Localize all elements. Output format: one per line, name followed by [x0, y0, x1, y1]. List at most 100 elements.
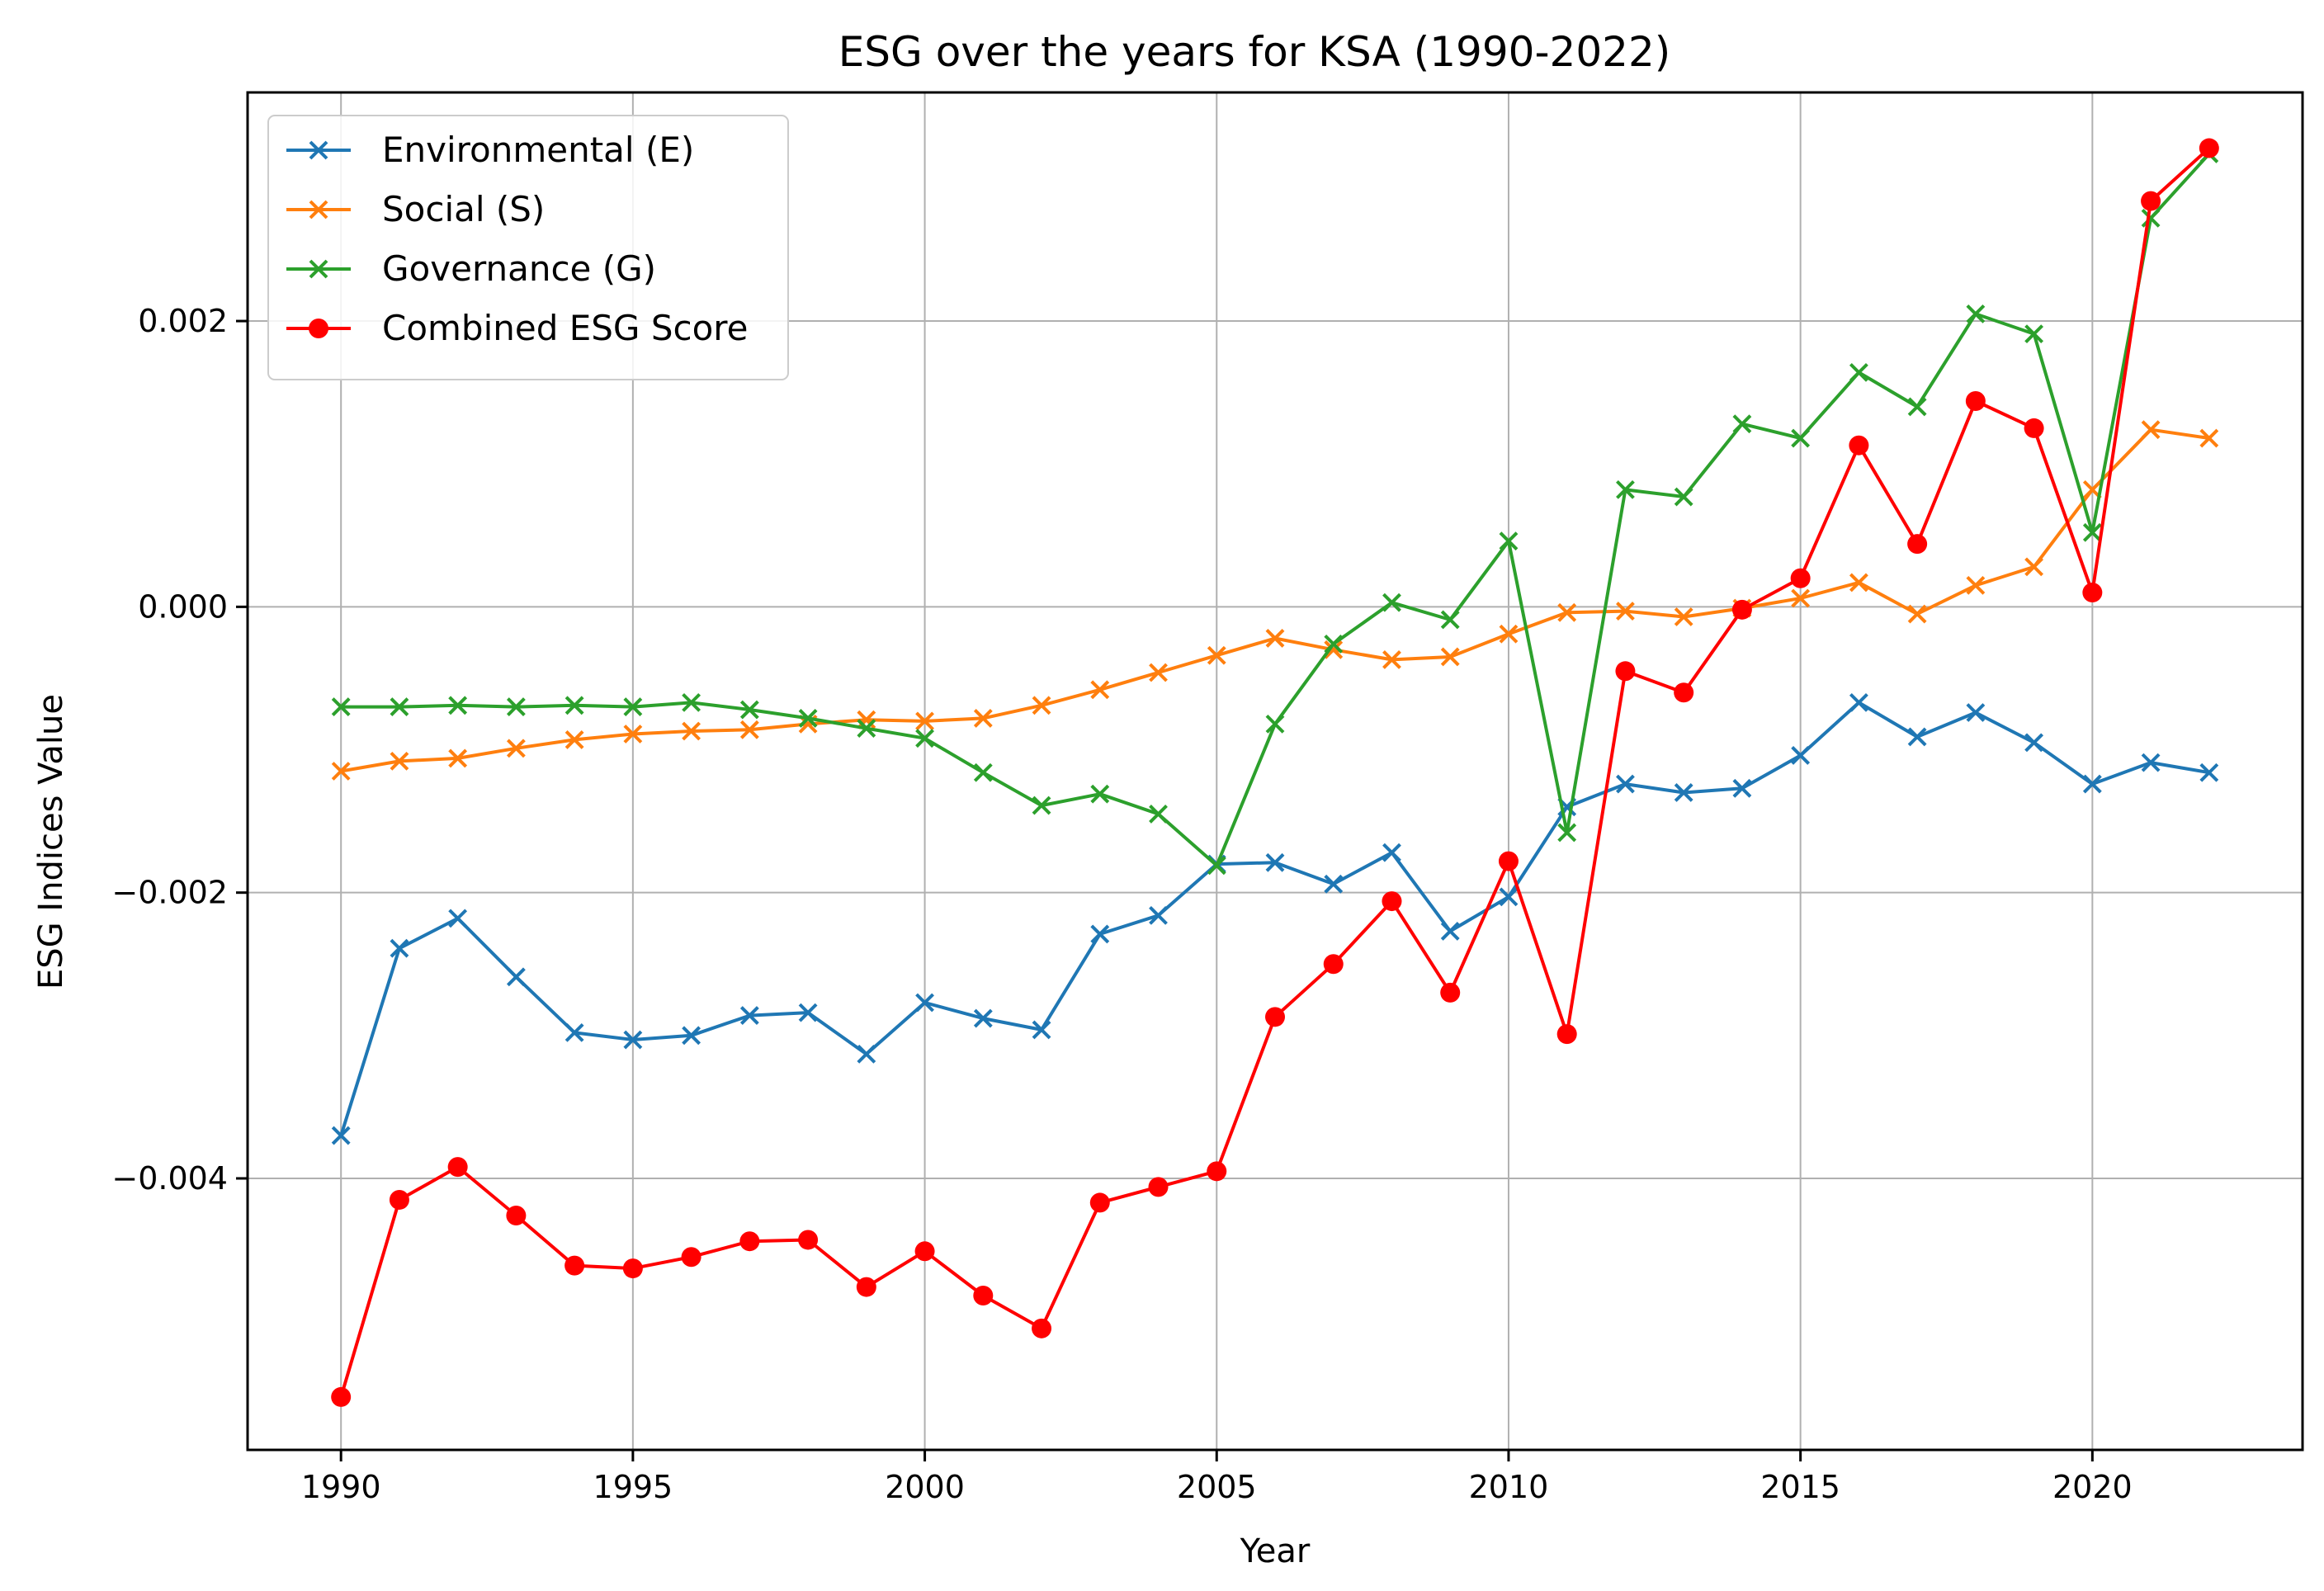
- y-tick-label: 0.000: [138, 588, 228, 625]
- data-point: [856, 1277, 876, 1297]
- y-tick-label: −0.004: [111, 1160, 228, 1197]
- x-tick-label: 2015: [1760, 1469, 1840, 1505]
- x-axis-label: Year: [1240, 1532, 1311, 1570]
- data-point: [1791, 428, 1811, 448]
- data-point: [1440, 610, 1460, 630]
- data-point: [1499, 624, 1519, 644]
- data-point: [2141, 420, 2161, 440]
- data-point: [1616, 479, 1635, 499]
- data-point: [739, 1231, 760, 1252]
- data-point: [1849, 573, 1868, 592]
- data-point: [331, 1126, 351, 1145]
- data-point: [1149, 663, 1168, 682]
- x-tick-label: 2020: [2052, 1469, 2133, 1505]
- series-layer: [331, 138, 2219, 1407]
- data-point: [622, 1258, 643, 1279]
- data-point: [973, 762, 993, 782]
- series-1: [331, 420, 2219, 781]
- data-point: [1032, 796, 1051, 815]
- legend-label: Social (S): [382, 189, 545, 229]
- data-point: [1849, 435, 1869, 456]
- data-point: [448, 748, 468, 768]
- data-point: [623, 1030, 643, 1050]
- legend-label: Governance (G): [382, 248, 656, 289]
- data-point: [1849, 692, 1868, 712]
- legend-entry: Governance (G): [286, 248, 656, 289]
- data-point: [2082, 774, 2102, 794]
- legend-entry: Environmental (E): [286, 130, 694, 170]
- data-point: [564, 696, 584, 715]
- data-point: [1791, 746, 1811, 765]
- data-point: [739, 1006, 759, 1026]
- legend-label: Combined ESG Score: [382, 308, 748, 348]
- x-tick-label: 2010: [1469, 1469, 1549, 1505]
- data-point: [1731, 599, 1752, 620]
- data-point: [1440, 647, 1460, 667]
- x-tick-label: 2000: [885, 1469, 965, 1505]
- data-point: [1440, 922, 1460, 941]
- data-point: [2024, 418, 2044, 438]
- data-point: [798, 1003, 818, 1022]
- data-point: [1089, 1192, 1110, 1213]
- data-point: [915, 993, 934, 1013]
- data-point: [1440, 982, 1461, 1003]
- legend-label: Environmental (E): [382, 130, 694, 170]
- data-point: [1966, 703, 1986, 722]
- data-point: [506, 967, 526, 987]
- data-point: [1265, 714, 1285, 734]
- data-point: [389, 1189, 409, 1210]
- data-point: [973, 1285, 994, 1305]
- data-point: [1907, 727, 1927, 747]
- plot-frame: [246, 91, 2304, 1452]
- legend-entry: Combined ESG Score: [286, 308, 748, 348]
- data-point: [1674, 607, 1693, 626]
- data-point: [1382, 592, 1401, 612]
- data-point: [1324, 640, 1344, 659]
- data-point: [390, 938, 409, 958]
- data-point: [1149, 905, 1168, 925]
- data-point: [331, 1386, 352, 1407]
- data-point: [739, 720, 759, 739]
- legend-marker: [309, 200, 328, 220]
- legend-entry: Social (S): [286, 189, 545, 229]
- data-point: [1907, 604, 1927, 624]
- data-point: [857, 710, 876, 729]
- data-point: [506, 1206, 527, 1226]
- data-point: [1790, 568, 1811, 588]
- data-point: [1557, 823, 1577, 843]
- data-point: [1732, 414, 1752, 434]
- legend-marker: [309, 259, 328, 279]
- data-point: [1324, 634, 1344, 654]
- data-point: [1265, 629, 1285, 648]
- x-tick-label: 1995: [593, 1469, 673, 1505]
- data-point: [914, 1241, 935, 1262]
- data-point: [1499, 531, 1519, 551]
- data-point: [857, 1044, 876, 1064]
- legend: Environmental (E) Social (S) Governance (G…: [267, 115, 789, 380]
- data-point: [1499, 887, 1519, 907]
- series-3: [331, 138, 2219, 1407]
- data-point: [1265, 852, 1285, 872]
- data-point: [2199, 428, 2219, 448]
- data-point: [1965, 391, 1986, 412]
- data-point: [915, 711, 934, 731]
- data-point: [390, 697, 409, 716]
- data-point: [2082, 583, 2103, 603]
- data-point: [1615, 661, 1636, 682]
- data-point: [1674, 783, 1693, 802]
- data-point: [1616, 774, 1635, 794]
- data-point: [973, 709, 993, 728]
- data-point: [1791, 588, 1811, 608]
- data-point: [1382, 843, 1401, 862]
- data-point: [506, 697, 526, 716]
- y-tick-label: −0.002: [111, 875, 228, 911]
- data-point: [1556, 1024, 1577, 1045]
- chart-title: ESG over the years for KSA (1990-2022): [838, 28, 1671, 76]
- data-point: [1382, 650, 1401, 669]
- data-point: [331, 697, 351, 716]
- data-point: [1090, 680, 1110, 700]
- data-point: [506, 739, 526, 758]
- data-point: [1323, 954, 1344, 975]
- x-tick-label: 2005: [1177, 1469, 1257, 1505]
